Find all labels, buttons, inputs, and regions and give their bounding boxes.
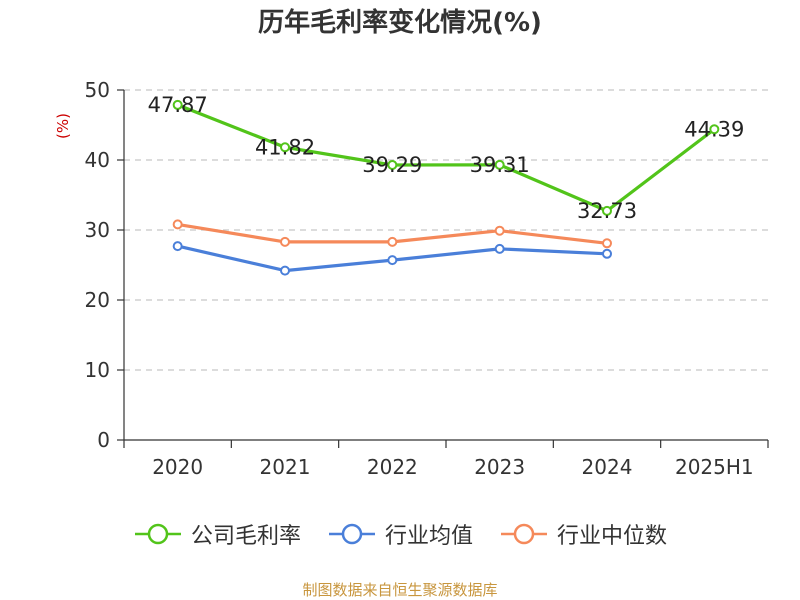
data-point — [387, 236, 398, 247]
legend: 公司毛利率 行业均值 行业中位数 — [0, 518, 800, 550]
data-point — [280, 142, 290, 153]
data-point — [280, 265, 290, 276]
data-point — [709, 124, 720, 135]
legend-swatch — [134, 523, 181, 545]
y-tick-label: 30 — [85, 218, 110, 242]
y-tick-label: 50 — [85, 78, 110, 102]
y-tick-label: 20 — [85, 288, 110, 312]
data-point — [602, 248, 612, 259]
legend-item: 行业均值 — [327, 518, 473, 550]
data-label: 44.39 — [684, 117, 744, 141]
legend-item: 行业中位数 — [499, 518, 667, 550]
data-label: 47.87 — [148, 93, 208, 117]
data-point — [172, 241, 183, 252]
x-tick-label: 2024 — [582, 455, 633, 479]
source-note: 制图数据来自恒生聚源数据库 — [302, 581, 498, 599]
y-tick-label: 10 — [85, 358, 110, 382]
data-point — [602, 238, 612, 249]
data-point — [387, 255, 398, 266]
data-label: 32.73 — [577, 199, 637, 223]
data-label: 41.82 — [255, 135, 315, 159]
series-line-1 — [176, 103, 716, 213]
legend-swatch — [328, 523, 375, 545]
legend-item: 公司毛利率 — [133, 518, 301, 550]
series-lines — [172, 99, 720, 276]
data-point — [494, 159, 505, 170]
y-axis-label: (%) — [54, 113, 72, 139]
legend-marker — [147, 523, 169, 545]
x-tick-label: 2021 — [260, 455, 311, 479]
data-point — [602, 205, 612, 216]
x-tick-label: 2022 — [367, 455, 418, 479]
x-tick-label: 2023 — [474, 455, 525, 479]
x-tick-label: 2020 — [152, 455, 203, 479]
legend-swatch — [501, 523, 547, 545]
legend-label: 行业均值 — [384, 524, 473, 549]
data-label: 39.29 — [362, 153, 422, 177]
data-point — [280, 236, 290, 247]
chart-title: 历年毛利率变化情况(%) — [258, 8, 542, 38]
y-tick-label: 0 — [97, 428, 110, 452]
grid-lines — [124, 89, 768, 371]
data-labels: 47.87 41.82 39.29 39.31 32.73 44.39 — [148, 93, 745, 223]
data-point — [172, 99, 183, 110]
legend-label: 公司毛利率 — [190, 524, 301, 549]
data-point — [494, 225, 505, 236]
legend-marker — [341, 523, 363, 545]
data-point — [387, 159, 398, 170]
legend-marker — [513, 523, 535, 545]
data-label: 39.31 — [470, 153, 530, 177]
legend-label: 行业中位数 — [557, 524, 668, 549]
data-point — [172, 219, 183, 230]
y-tick-label: 40 — [85, 148, 110, 172]
x-tick-label: 2025H1 — [675, 455, 754, 479]
data-point — [494, 243, 505, 254]
axes: 0 10 20 30 40 50 2020 2021 2022 2023 2024 2025H1 (%) — [54, 78, 769, 479]
